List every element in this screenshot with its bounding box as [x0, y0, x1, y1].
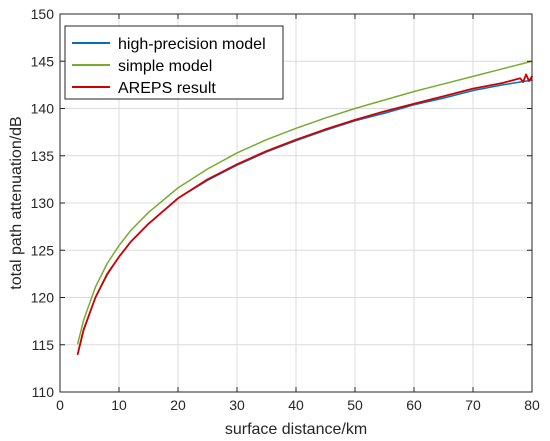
- x-tick-label: 60: [406, 397, 422, 413]
- y-tick-label: 130: [31, 195, 55, 211]
- x-tick-label: 30: [229, 397, 245, 413]
- x-tick-label: 80: [524, 397, 540, 413]
- legend-items: high-precision model simple model AREPS re…: [72, 36, 266, 97]
- legend-label: AREPS result: [118, 80, 216, 97]
- series-line-simple-model: [76, 60, 533, 345]
- series-line-areps-result: [76, 73, 533, 356]
- tick-labels: 0 10 20 30 40 50 60 70 80 110 115 120 125 130 135 140 14…: [31, 6, 540, 413]
- y-tick-label: 110: [32, 384, 55, 400]
- y-tick-label: 135: [31, 148, 55, 164]
- y-tick-label: 140: [31, 101, 55, 117]
- y-tick-label: 145: [31, 53, 55, 69]
- y-tick-label: 120: [31, 290, 55, 306]
- y-tick-label: 150: [31, 6, 55, 22]
- x-tick-label: 40: [288, 397, 304, 413]
- series-layer: [76, 60, 533, 356]
- x-tick-label: 70: [465, 397, 481, 413]
- y-tick-label: 125: [31, 242, 55, 258]
- ticks: [59, 13, 533, 393]
- y-tick-label: 115: [32, 337, 55, 353]
- legend: high-precision model simple model AREPS re…: [64, 25, 284, 100]
- legend-label: high-precision model: [118, 36, 266, 53]
- legend-label: simple model: [118, 58, 212, 75]
- x-tick-label: 0: [56, 397, 64, 413]
- y-axis-label: total path attenuation/dB: [8, 116, 25, 289]
- x-tick-label: 20: [170, 397, 186, 413]
- x-tick-label: 10: [111, 397, 127, 413]
- x-tick-label: 50: [347, 397, 363, 413]
- x-axis-label: surface distance/km: [225, 421, 367, 438]
